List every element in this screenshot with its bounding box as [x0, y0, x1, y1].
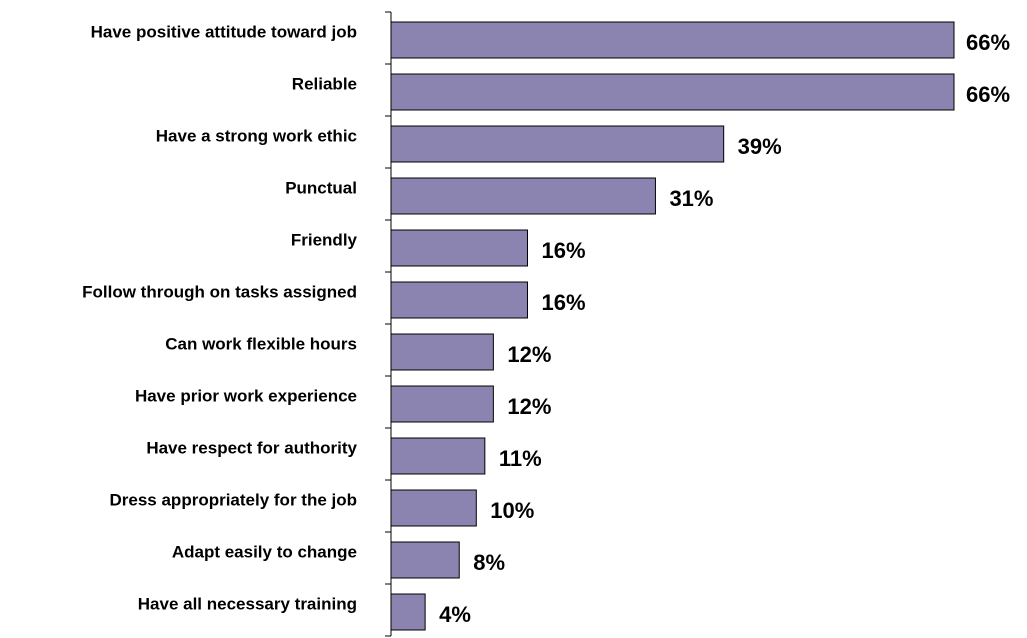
- bars-group: [390, 21, 955, 631]
- value-label: 16%: [541, 238, 585, 263]
- bar: [390, 21, 955, 59]
- value-label: 10%: [490, 498, 534, 523]
- value-label: 8%: [473, 550, 505, 575]
- value-label: 12%: [507, 394, 551, 419]
- category-label: Dress appropriately for the job: [110, 490, 358, 509]
- bar: [390, 281, 528, 319]
- value-label: 12%: [507, 342, 551, 367]
- bar: [390, 73, 955, 111]
- category-label: Can work flexible hours: [165, 334, 357, 353]
- bar: [390, 177, 656, 215]
- category-label: Have positive attitude toward job: [91, 22, 357, 41]
- category-label: Reliable: [292, 74, 357, 93]
- axis-ticks: [385, 11, 391, 637]
- category-label: Follow through on tasks assigned: [82, 282, 357, 301]
- value-label: 39%: [738, 134, 782, 159]
- bar: [390, 593, 426, 631]
- bar: [390, 541, 460, 579]
- category-label: Friendly: [291, 230, 358, 249]
- bar: [390, 385, 494, 423]
- bar: [390, 333, 494, 371]
- bar: [390, 229, 528, 267]
- category-label: Have all necessary training: [138, 594, 357, 613]
- value-label: 66%: [966, 82, 1010, 107]
- value-labels: 66% 66% 39% 31% 16% 16% 12% 12% 11% 10% 8% 4%: [439, 30, 1010, 627]
- category-label: Have a strong work ethic: [156, 126, 357, 145]
- bar: [390, 125, 725, 163]
- value-label: 11%: [499, 446, 542, 471]
- category-label: Have prior work experience: [135, 386, 357, 405]
- value-label: 31%: [669, 186, 713, 211]
- value-label: 66%: [966, 30, 1010, 55]
- category-label: Have respect for authority: [146, 438, 357, 457]
- value-label: 4%: [439, 602, 471, 627]
- value-label: 16%: [541, 290, 585, 315]
- bar: [390, 437, 486, 475]
- category-label: Adapt easily to change: [172, 542, 357, 561]
- category-labels: Have positive attitude toward job Reliabl…: [82, 22, 357, 613]
- category-label: Punctual: [285, 178, 357, 197]
- bar: [390, 489, 477, 527]
